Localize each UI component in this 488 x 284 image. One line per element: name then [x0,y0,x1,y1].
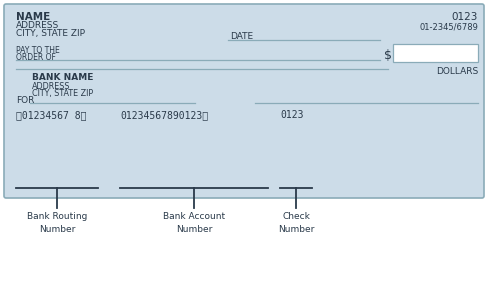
Text: Bank Routing
Number: Bank Routing Number [27,212,87,233]
Text: CITY, STATE ZIP: CITY, STATE ZIP [16,29,85,38]
Text: 0123: 0123 [280,110,304,120]
Text: 0123: 0123 [451,12,478,22]
Text: ADDRESS: ADDRESS [16,21,59,30]
Text: 01234567890123⃄: 01234567890123⃄ [120,110,208,120]
Text: ORDER OF: ORDER OF [16,53,56,62]
Text: Bank Account
Number: Bank Account Number [163,212,225,233]
Text: Check
Number: Check Number [278,212,314,233]
Text: DATE: DATE [230,32,253,41]
Text: DOLLARS: DOLLARS [436,67,478,76]
Text: CITY, STATE ZIP: CITY, STATE ZIP [32,89,93,98]
Text: NAME: NAME [16,12,50,22]
Bar [393,44,478,62]
Text: ⃉01234567 8⃉: ⃉01234567 8⃉ [16,110,86,120]
Text: FOR: FOR [16,96,34,105]
Text: PAY TO THE: PAY TO THE [16,46,60,55]
Text: BANK NAME: BANK NAME [32,73,93,82]
Text: $: $ [384,49,392,62]
Text: ADDRESS: ADDRESS [32,82,70,91]
Text: 01-2345/6789: 01-2345/6789 [419,22,478,31]
FancyBboxPatch shape [4,4,484,198]
